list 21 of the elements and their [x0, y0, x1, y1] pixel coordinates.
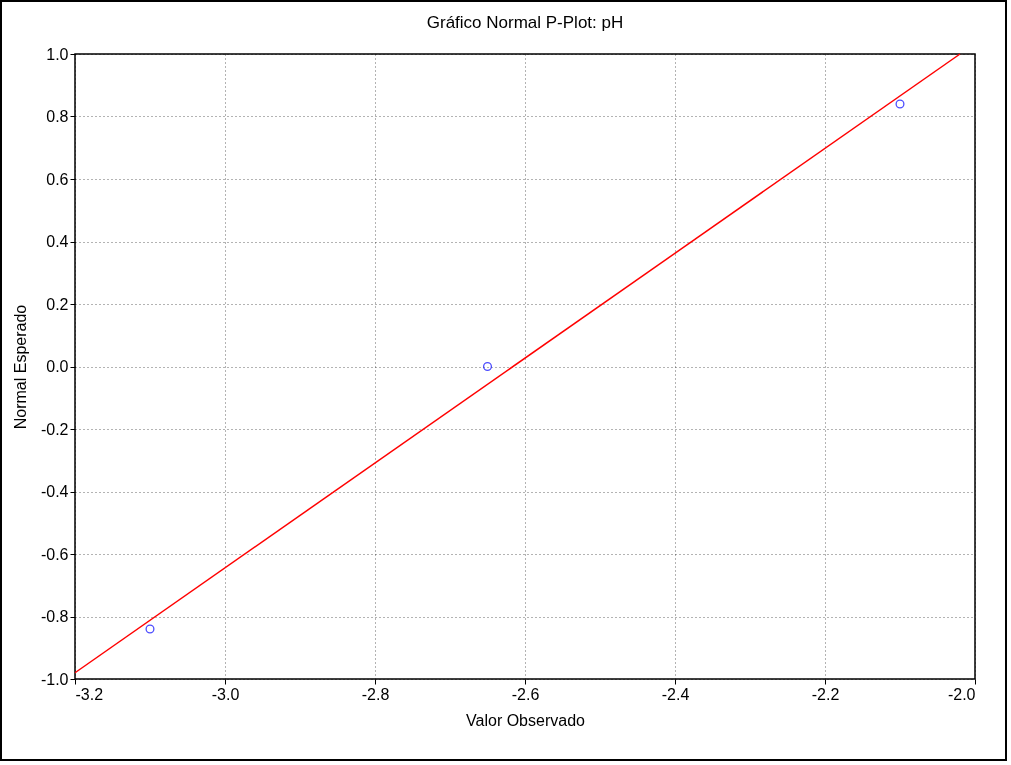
x-tick-label: -3.0: [211, 685, 240, 703]
x-tick-label: -2.0: [947, 685, 976, 703]
y-tick-label: -0.2: [40, 420, 69, 438]
y-tick-label: 0.8: [46, 108, 69, 125]
y-tick-label: 0.2: [46, 295, 69, 313]
y-tick-label: -0.6: [40, 545, 69, 563]
chart-title: Gráfico Normal P-Plot: pH: [426, 13, 624, 32]
y-tick-label: -1.0: [40, 670, 69, 688]
x-tick-label: -2.4: [661, 685, 690, 703]
x-tick-label: -2.8: [361, 685, 390, 703]
y-tick-label: 0.4: [46, 233, 69, 250]
y-tick-label: -0.4: [40, 483, 69, 500]
y-axis-title: Normal Esperado: [11, 304, 29, 430]
y-tick-label: 0.0: [46, 358, 69, 375]
x-tick-label: -3.2: [75, 685, 104, 703]
y-tick-label: 1.0: [46, 45, 69, 63]
x-tick-label: -2.2: [811, 685, 840, 703]
y-tick-label: 0.6: [46, 170, 69, 188]
x-axis-title: Valor Observado: [466, 711, 586, 729]
y-tick-label: -0.8: [40, 608, 69, 625]
x-tick-label: -2.6: [511, 685, 540, 703]
